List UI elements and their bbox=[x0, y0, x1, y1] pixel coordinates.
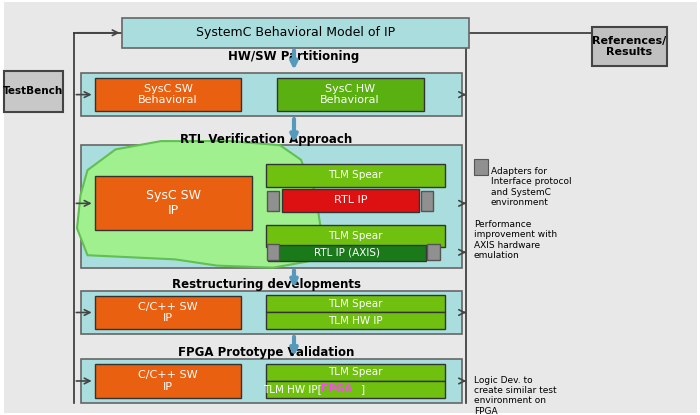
Text: TLM HW IP: TLM HW IP bbox=[328, 316, 383, 326]
Bar bbox=[276, 78, 424, 111]
Text: ]: ] bbox=[361, 384, 365, 394]
Bar bbox=[94, 296, 241, 329]
Bar bbox=[266, 364, 444, 381]
Bar bbox=[94, 78, 241, 111]
Bar bbox=[94, 364, 241, 398]
Text: References/
Results: References/ Results bbox=[592, 36, 666, 58]
Bar bbox=[94, 176, 252, 230]
Bar bbox=[267, 244, 279, 260]
Text: TLM Spear: TLM Spear bbox=[328, 170, 382, 181]
Text: TLM Spear: TLM Spear bbox=[328, 367, 382, 377]
Text: SysC SW
IP: SysC SW IP bbox=[146, 189, 201, 217]
Bar bbox=[267, 191, 279, 211]
Text: Logic Dev. to
create similar test
environment on
FPGA: Logic Dev. to create similar test enviro… bbox=[474, 376, 556, 415]
Bar bbox=[421, 191, 433, 211]
Bar bbox=[282, 189, 419, 212]
Bar bbox=[266, 295, 444, 312]
Polygon shape bbox=[77, 141, 322, 268]
Text: TLM HW IP[: TLM HW IP[ bbox=[262, 384, 321, 394]
Bar bbox=[474, 159, 488, 175]
Text: C/C++ SW
IP: C/C++ SW IP bbox=[138, 370, 198, 392]
Bar bbox=[80, 73, 462, 116]
Text: TLM Spear: TLM Spear bbox=[328, 231, 382, 241]
Bar bbox=[427, 244, 440, 260]
Bar bbox=[266, 312, 444, 329]
Text: FPGA Prototype Validation: FPGA Prototype Validation bbox=[178, 346, 354, 359]
Bar bbox=[266, 164, 444, 187]
Bar bbox=[4, 71, 63, 112]
Text: HW/SW Partitioning: HW/SW Partitioning bbox=[228, 49, 360, 63]
Bar bbox=[80, 359, 462, 403]
Bar bbox=[80, 145, 462, 268]
Text: Performance
improvement with
AXIS hardware
emulation: Performance improvement with AXIS hardwa… bbox=[474, 220, 557, 260]
Text: RTL IP: RTL IP bbox=[334, 195, 367, 205]
Bar bbox=[268, 245, 426, 261]
Text: Restructuring developments: Restructuring developments bbox=[172, 278, 360, 291]
Bar bbox=[266, 381, 444, 398]
Bar bbox=[592, 27, 667, 66]
Text: TLM Spear: TLM Spear bbox=[328, 299, 382, 309]
Text: RTL Verification Approach: RTL Verification Approach bbox=[180, 132, 352, 146]
Bar bbox=[80, 290, 462, 334]
Bar bbox=[122, 18, 469, 48]
Text: RTL IP (AXIS): RTL IP (AXIS) bbox=[314, 248, 380, 258]
Text: SysC HW
Behavioral: SysC HW Behavioral bbox=[320, 84, 380, 105]
Text: C/C++ SW
IP: C/C++ SW IP bbox=[138, 302, 198, 323]
Text: SystemC Behavioral Model of IP: SystemC Behavioral Model of IP bbox=[196, 26, 396, 39]
Text: SysC SW
Behavioral: SysC SW Behavioral bbox=[138, 84, 198, 105]
Text: TestBench: TestBench bbox=[3, 86, 64, 96]
Bar bbox=[266, 225, 444, 247]
Text: Adapters for
Interface protocol
and SystemC
environment: Adapters for Interface protocol and Syst… bbox=[491, 167, 571, 207]
Text: FPGA: FPGA bbox=[321, 384, 353, 394]
